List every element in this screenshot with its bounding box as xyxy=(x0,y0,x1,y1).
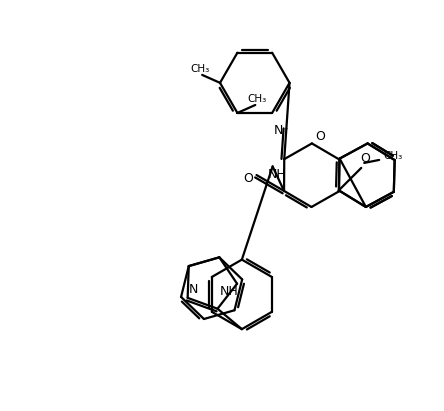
Text: N: N xyxy=(274,124,283,137)
Text: N: N xyxy=(189,284,198,296)
Text: O: O xyxy=(244,171,254,185)
Text: NH: NH xyxy=(268,168,287,181)
Text: O: O xyxy=(315,130,325,143)
Text: CH₃: CH₃ xyxy=(384,151,403,161)
Text: CH₃: CH₃ xyxy=(248,94,267,104)
Text: O: O xyxy=(360,152,370,166)
Text: NH: NH xyxy=(220,285,238,298)
Text: CH₃: CH₃ xyxy=(190,64,210,74)
